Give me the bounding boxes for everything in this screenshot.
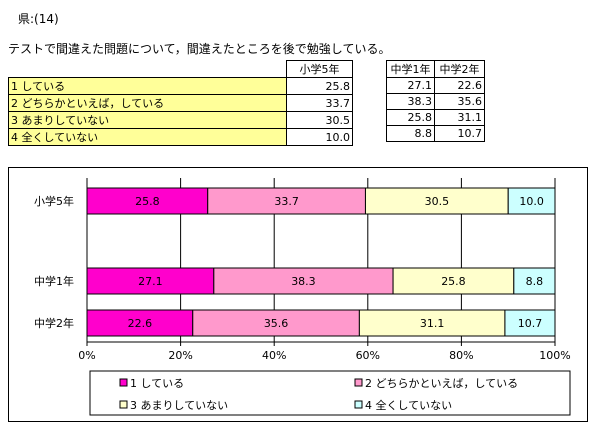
- x-tick-label: 100%: [539, 349, 570, 362]
- data-label: 10.0: [519, 195, 544, 208]
- bar-segment: [86, 309, 194, 337]
- legend-box: [89, 370, 571, 416]
- table-row: 4 全くしていない 10.0: [8, 128, 353, 146]
- cell-m2: 10.7: [434, 125, 485, 142]
- cell-m2: 31.1: [434, 109, 485, 126]
- data-label: 27.1: [138, 275, 163, 288]
- data-label: 31.1: [420, 317, 445, 330]
- legend-swatch: [119, 400, 128, 409]
- table-row: 25.8 31.1: [386, 109, 485, 126]
- x-tick-label: 0%: [78, 349, 95, 362]
- question-text: テストで間違えた問題について，間違えたところを後で勉強している。: [8, 42, 391, 56]
- page-heading: 県:(14): [18, 12, 59, 26]
- legend-label: 4 全くしていない: [365, 398, 452, 412]
- bar-segment: [364, 187, 509, 215]
- x-tick-label: 60%: [356, 349, 380, 362]
- col-header-m1: 中学1年: [386, 60, 435, 78]
- x-tick-label: 20%: [168, 349, 192, 362]
- cell-m2: 35.6: [434, 93, 485, 110]
- result-table-left: 小学5年 1 している 25.8 2 どちらかといえば，している 33.7 3 …: [8, 60, 353, 146]
- data-label: 33.7: [274, 195, 299, 208]
- cell-m1: 27.1: [386, 77, 435, 94]
- bar-segment: [513, 267, 556, 295]
- data-label: 25.8: [441, 275, 466, 288]
- legend-label: 2 どちらかといえば，している: [365, 377, 518, 390]
- data-label: 22.6: [128, 317, 153, 330]
- row-label: 1 している: [8, 77, 287, 95]
- legend-swatch: [354, 378, 363, 387]
- legend-swatch: [119, 378, 128, 387]
- row-label: 4 全くしていない: [8, 128, 287, 146]
- data-label: 38.3: [291, 275, 316, 288]
- data-label: 8.8: [526, 275, 544, 288]
- bar-segment: [192, 309, 360, 337]
- table-row: 1 している 25.8: [8, 77, 353, 95]
- chart-frame: [8, 167, 588, 422]
- x-tick-label: 80%: [449, 349, 473, 362]
- legend-label: 3 あまりしていない: [130, 399, 228, 412]
- data-label: 35.6: [264, 317, 289, 330]
- x-tick-label: 40%: [262, 349, 286, 362]
- col-header-m2: 中学2年: [434, 60, 485, 78]
- category-label: 小学5年: [34, 194, 74, 208]
- data-label: 25.8: [135, 195, 160, 208]
- bar-segment: [504, 309, 556, 337]
- bar-segment: [507, 187, 556, 215]
- cell-g5: 25.8: [286, 77, 353, 95]
- bar-segment: [207, 187, 366, 215]
- category-label: 中学2年: [34, 316, 74, 330]
- legend-label: 1 している: [130, 377, 184, 390]
- data-label: 10.7: [518, 317, 543, 330]
- bar-segment: [213, 267, 394, 295]
- table-row: 38.3 35.6: [386, 93, 485, 110]
- legend-swatch: [354, 400, 363, 409]
- cell-g5: 10.0: [286, 128, 353, 146]
- data-label: 30.5: [425, 195, 450, 208]
- cell-m1: 25.8: [386, 109, 435, 126]
- category-label: 中学1年: [34, 274, 74, 288]
- table-row: 3 あまりしていない 30.5: [8, 111, 353, 129]
- table-row: 27.1 22.6: [386, 77, 485, 94]
- bar-segment: [86, 187, 209, 215]
- result-table-right: 中学1年 中学2年 27.1 22.6 38.3 35.6 25.8 31.1 …: [386, 60, 485, 142]
- table-header-row: 中学1年 中学2年: [386, 60, 485, 78]
- table-row: 8.8 10.7: [386, 125, 485, 142]
